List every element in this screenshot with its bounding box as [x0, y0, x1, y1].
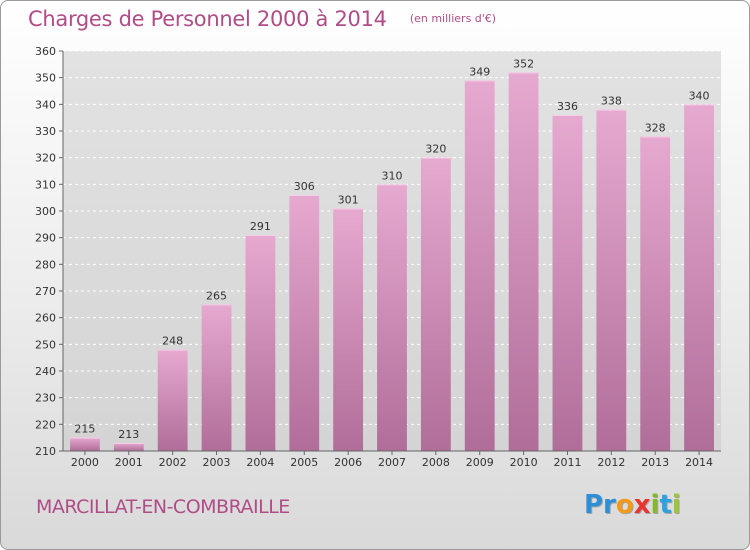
bar: [201, 304, 232, 451]
bar-value-label: 349: [469, 65, 490, 78]
y-axis-ticks: 210 220 230 240 250 260 270 280 290 300 310 320 330 3…: [35, 45, 63, 458]
y-tick-label: 280: [35, 258, 56, 271]
y-tick-label: 240: [35, 365, 56, 378]
y-tick-label: 300: [35, 205, 56, 218]
logo-part-3: x: [633, 490, 651, 520]
y-tick-label: 210: [35, 445, 56, 458]
bar: [420, 157, 451, 451]
bar-value-label: 336: [557, 100, 578, 113]
place-name: MARCILLAT-EN-COMBRAILLE: [36, 496, 290, 518]
y-tick-label: 310: [35, 178, 56, 191]
logo-part-4: i: [650, 490, 660, 520]
bar-value-label: 340: [689, 89, 710, 102]
bar-value-label: 215: [74, 423, 95, 436]
y-tick-label: 290: [35, 232, 56, 245]
x-tick-label: 2005: [290, 456, 318, 469]
bar-value-label: 338: [601, 95, 622, 108]
x-tick-label: 2008: [422, 456, 450, 469]
logo-part-1: Pr: [584, 490, 616, 520]
bar: [508, 72, 539, 451]
x-tick-label: 2001: [115, 456, 143, 469]
x-axis-ticks: 2000 2001 2002 2003 2004 2005 2006 2007 2008 2009…: [71, 451, 713, 469]
chart-subtitle: (en milliers d'€): [409, 12, 497, 25]
bar-value-label: 310: [382, 169, 403, 182]
bar: [377, 184, 407, 452]
x-tick-label: 2009: [466, 456, 494, 469]
x-tick-label: 2011: [553, 456, 581, 469]
bar-value-label: 320: [425, 143, 446, 156]
bars-group: [70, 72, 714, 452]
bar: [552, 115, 583, 451]
x-tick-label: 2000: [71, 456, 99, 469]
logo-part-5: t: [659, 490, 672, 520]
bar-value-label: 328: [645, 121, 666, 134]
x-tick-label: 2003: [203, 456, 231, 469]
chart-title: Charges de Personnel 2000 à 2014: [28, 7, 387, 31]
x-tick-label: 2012: [597, 456, 625, 469]
bar-value-label: 265: [206, 289, 227, 302]
logo-part-6: i: [671, 490, 681, 520]
bar-value-label: 352: [513, 57, 534, 70]
x-tick-label: 2014: [685, 456, 713, 469]
y-tick-label: 330: [35, 125, 56, 138]
x-tick-label: 2013: [641, 456, 669, 469]
bar: [464, 80, 495, 451]
y-tick-label: 320: [35, 152, 56, 165]
bar: [113, 443, 144, 451]
bar-value-label: 301: [338, 193, 359, 206]
bar: [157, 349, 188, 451]
y-tick-label: 340: [35, 98, 56, 111]
bar: [596, 109, 627, 452]
bar-value-label: 213: [118, 428, 139, 441]
y-tick-label: 230: [35, 392, 56, 405]
y-tick-label: 220: [35, 418, 56, 431]
y-tick-label: 360: [35, 45, 56, 58]
bar: [70, 437, 100, 451]
chart-title-block: Charges de Personnel 2000 à 2014 (en mil…: [28, 7, 496, 31]
x-tick-label: 2002: [159, 456, 187, 469]
bar-value-labels: 215 213 248 265 291 306 301 310 320 349 352 336 338 3…: [74, 57, 709, 441]
y-tick-label: 260: [35, 312, 56, 325]
y-tick-label: 250: [35, 338, 56, 351]
logo-part-2: o: [615, 490, 634, 520]
x-tick-label: 2010: [510, 456, 538, 469]
x-tick-label: 2007: [378, 456, 406, 469]
proxiti-logo: Proxiti: [584, 490, 681, 520]
bar-value-label: 306: [294, 180, 315, 193]
bar-value-label: 248: [162, 335, 183, 348]
bar: [640, 136, 671, 452]
bar: [333, 208, 364, 451]
x-tick-label: 2004: [246, 456, 274, 469]
x-tick-label: 2006: [334, 456, 362, 469]
bar: [245, 235, 276, 451]
y-tick-label: 350: [35, 72, 56, 85]
bar-value-label: 291: [250, 220, 271, 233]
bar: [289, 195, 320, 451]
bar: [684, 104, 714, 451]
y-tick-label: 270: [35, 285, 56, 298]
